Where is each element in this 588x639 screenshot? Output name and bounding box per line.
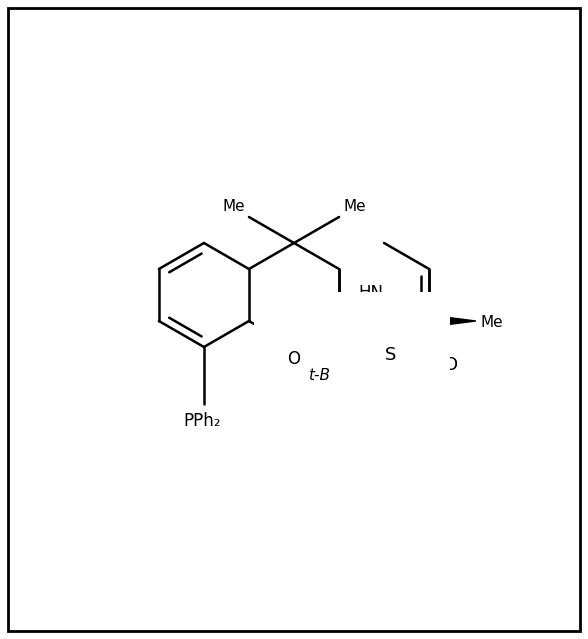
Text: Me: Me bbox=[343, 199, 366, 214]
Text: Me: Me bbox=[481, 314, 503, 330]
Polygon shape bbox=[429, 315, 476, 327]
Text: HN: HN bbox=[359, 284, 383, 302]
Text: O: O bbox=[445, 355, 459, 374]
Text: t-Bu: t-Bu bbox=[308, 367, 340, 383]
Text: S: S bbox=[385, 346, 396, 364]
Text: PPh₂: PPh₂ bbox=[183, 412, 220, 430]
Text: O: O bbox=[288, 350, 300, 368]
Text: Me: Me bbox=[222, 199, 245, 214]
